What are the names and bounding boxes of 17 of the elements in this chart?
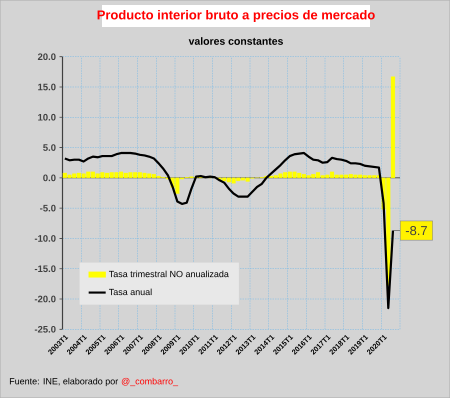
text: @_combarro_ bbox=[122, 378, 178, 386]
y-tick-label: 20.0 bbox=[38, 53, 56, 60]
y-tick-label: 0.0 bbox=[43, 174, 56, 182]
y-tick-label: 10.0 bbox=[38, 114, 56, 121]
legend-label: Tasa anual bbox=[108, 288, 152, 296]
y-tick-label: -5.0 bbox=[40, 204, 56, 212]
y-tick-label: -15.0 bbox=[34, 265, 56, 272]
chart-title: Producto interior bruto a precios de mercado bbox=[98, 10, 375, 22]
y-tick-label: -10.0 bbox=[34, 235, 56, 242]
chart-subtitle: valores constantes bbox=[188, 37, 283, 45]
legend-label: Tasa trimestral NO anualizada bbox=[108, 270, 229, 278]
y-tick-label: -25.0 bbox=[34, 326, 56, 333]
data-label: -8.7 bbox=[406, 226, 427, 236]
y-tick-label: 15.0 bbox=[38, 84, 56, 90]
y-tick-label: -20.0 bbox=[34, 296, 56, 302]
source-note: Fuente: INE, elaborado por bbox=[10, 378, 118, 386]
y-tick-label: 5.0 bbox=[43, 144, 56, 151]
